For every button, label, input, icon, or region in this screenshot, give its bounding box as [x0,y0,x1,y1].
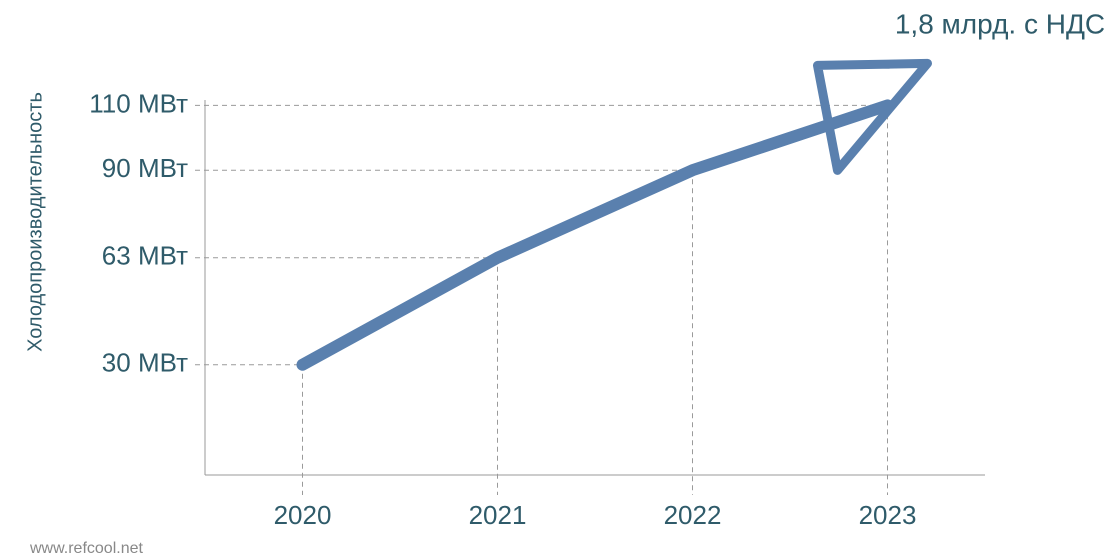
arrowhead [813,58,932,175]
y-tick-label: 30 МВт [102,348,188,378]
x-tick-label: 2022 [664,500,722,530]
y-tick-label: 90 МВт [102,153,188,183]
y-tick-label: 110 МВт [89,88,188,118]
source: www.refcool.net [29,540,143,557]
x-tick-label: 2023 [859,500,917,530]
data-line [296,99,894,371]
x-tick-label: 2021 [469,500,527,530]
x-tick-label: 2020 [274,500,332,530]
annotation: 1,8 млрд. с НДС [895,8,1105,39]
y-axis-label: Холодопроизводительность [24,92,46,352]
y-tick-label: 63 МВт [102,241,188,271]
